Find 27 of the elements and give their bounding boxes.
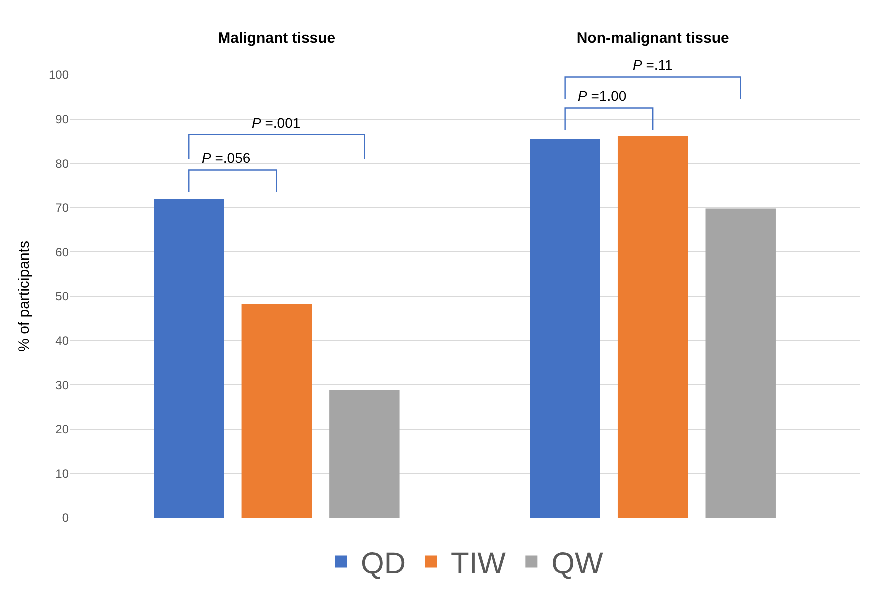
y-tick-label: 60 xyxy=(56,245,70,260)
bar xyxy=(706,208,776,518)
x-tick-label: Non-malignant tissue xyxy=(576,30,730,47)
bar xyxy=(530,139,600,518)
x-tick-label: Malignant tissue xyxy=(218,30,336,47)
y-tick-label: 70 xyxy=(56,201,70,216)
text: P =.11 xyxy=(633,57,674,73)
y-axis-title: % of participants xyxy=(16,241,34,352)
annotation: P =.001 xyxy=(252,115,301,131)
bar xyxy=(330,390,400,518)
y-tick-label: 40 xyxy=(56,334,70,348)
bar xyxy=(154,199,224,518)
y-tick-label: 100 xyxy=(48,68,70,82)
y-tick-label: 10 xyxy=(56,466,70,481)
y-tick-label: 0 xyxy=(62,511,70,526)
annotation: P =.056 xyxy=(202,150,251,166)
legend-label: TIW xyxy=(451,547,507,580)
bar xyxy=(618,136,688,518)
y-tick-label: 30 xyxy=(56,378,70,392)
annotation: P =1.00 xyxy=(578,88,627,104)
y-tick-label: 90 xyxy=(56,112,70,126)
y-tick-label: 20 xyxy=(56,422,70,437)
y-tick-label: 80 xyxy=(56,156,70,171)
legend-label: QW xyxy=(552,547,604,580)
y-tick-label: 50 xyxy=(56,290,70,304)
bar xyxy=(242,304,312,518)
legend-label: QD xyxy=(361,547,406,580)
